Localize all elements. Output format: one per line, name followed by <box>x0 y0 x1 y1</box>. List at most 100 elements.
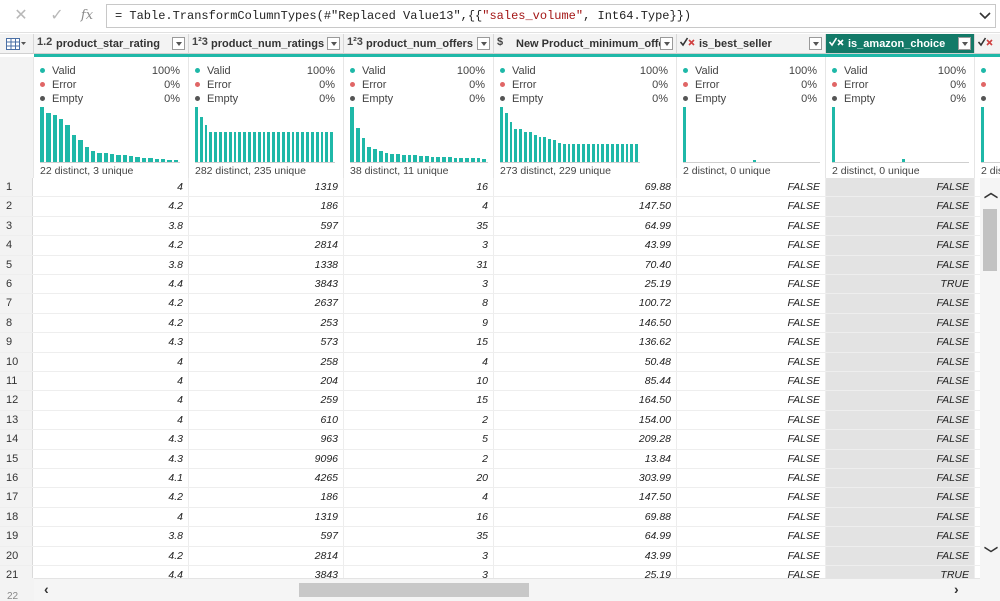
table-cell[interactable]: 186 <box>189 488 344 507</box>
table-cell[interactable]: 4 <box>34 507 189 527</box>
filter-dropdown-button[interactable] <box>958 37 971 50</box>
column-header[interactable]: $ New Product_minimum_offer <box>494 34 677 54</box>
table-row[interactable]: 13 4 610 2 154.00 FALSE FALSE <box>0 410 980 431</box>
table-cell[interactable]: 20 <box>344 469 494 488</box>
table-cell[interactable]: 13.84 <box>494 449 677 468</box>
table-cell[interactable]: 258 <box>189 352 344 371</box>
table-cell[interactable]: 50.48 <box>494 352 677 371</box>
table-row[interactable]: 7 4.2 2637 8 100.72 FALSE FALSE <box>0 294 980 314</box>
check-icon[interactable]: ✓ <box>50 7 64 24</box>
table-cell[interactable]: 85.44 <box>494 372 677 391</box>
table-cell[interactable]: 963 <box>189 430 344 449</box>
table-cell[interactable]: FALSE <box>826 352 975 371</box>
table-cell[interactable]: 69.88 <box>494 178 677 197</box>
table-cell[interactable]: 35 <box>344 527 494 546</box>
table-cell[interactable]: 43.99 <box>494 546 677 565</box>
table-cell[interactable]: 4 <box>344 197 494 216</box>
table-cell[interactable]: FALSE <box>826 546 975 565</box>
scroll-down-icon[interactable]: ﹀ <box>984 546 998 562</box>
column-header[interactable]: 1.2 product_star_rating <box>34 34 189 54</box>
table-cell[interactable]: 4.4 <box>34 275 189 294</box>
table-cell[interactable]: 186 <box>189 197 344 216</box>
type-icon[interactable] <box>679 36 696 51</box>
table-cell[interactable]: 3.8 <box>34 255 189 274</box>
table-cell[interactable]: FALSE <box>826 197 975 216</box>
table-cell[interactable]: FALSE <box>826 410 975 430</box>
table-cell[interactable]: 4.3 <box>34 449 189 468</box>
table-cell[interactable]: 4 <box>34 352 189 371</box>
column-header[interactable]: 1²3 product_num_offers <box>344 34 494 54</box>
table-cell[interactable]: FALSE <box>826 507 975 527</box>
table-cell[interactable]: 2814 <box>189 546 344 565</box>
table-cell[interactable]: FALSE <box>677 391 826 410</box>
table-cell[interactable]: 4 <box>34 178 189 197</box>
table-row[interactable]: 6 4.4 3843 3 25.19 FALSE TRUE <box>0 275 980 295</box>
table-row[interactable]: 16 4.1 4265 20 303.99 FALSE FALSE <box>0 469 980 489</box>
table-cell[interactable]: FALSE <box>677 430 826 449</box>
table-cell[interactable]: 147.50 <box>494 197 677 216</box>
type-icon[interactable]: 1²3 <box>347 36 363 48</box>
table-cell[interactable]: 35 <box>344 216 494 236</box>
table-cell[interactable]: 1338 <box>189 255 344 274</box>
table-cell[interactable]: FALSE <box>677 313 826 333</box>
table-cell[interactable]: 2814 <box>189 236 344 255</box>
table-row[interactable]: 17 4.2 186 4 147.50 FALSE FALSE <box>0 488 980 508</box>
table-row[interactable]: 1 4 1319 16 69.88 FALSE FALSE <box>0 178 980 198</box>
table-cell[interactable]: 1319 <box>189 507 344 527</box>
table-cell[interactable]: FALSE <box>677 236 826 255</box>
table-row[interactable]: 14 4.3 963 5 209.28 FALSE FALSE <box>0 430 980 450</box>
table-cell[interactable]: 3843 <box>189 566 344 578</box>
table-cell[interactable]: FALSE <box>677 255 826 274</box>
table-cell[interactable]: 164.50 <box>494 391 677 410</box>
table-cell[interactable]: 4.2 <box>34 236 189 255</box>
table-cell[interactable]: FALSE <box>677 527 826 546</box>
table-cell[interactable]: FALSE <box>677 410 826 430</box>
table-cell[interactable]: 4 <box>34 391 189 410</box>
distribution-histogram[interactable] <box>40 107 180 162</box>
filter-dropdown-button[interactable] <box>660 37 673 50</box>
table-cell[interactable]: 3 <box>344 546 494 565</box>
table-cell[interactable]: 4.3 <box>34 333 189 352</box>
filter-dropdown-button[interactable] <box>172 37 185 50</box>
table-row[interactable]: 2 4.2 186 4 147.50 FALSE FALSE <box>0 197 980 217</box>
table-cell[interactable]: FALSE <box>677 546 826 565</box>
formula-input[interactable]: = Table.TransformColumnTypes(#"Replaced … <box>106 4 996 28</box>
vertical-scroll-thumb[interactable] <box>983 209 997 271</box>
table-cell[interactable]: 8 <box>344 294 494 313</box>
table-cell[interactable]: 4 <box>34 372 189 391</box>
table-cell[interactable]: 3 <box>344 566 494 578</box>
distribution-histogram[interactable] <box>981 107 1000 162</box>
table-cell[interactable]: FALSE <box>677 507 826 527</box>
table-row[interactable]: 20 4.2 2814 3 43.99 FALSE FALSE <box>0 546 980 566</box>
scroll-right-icon[interactable]: › <box>954 581 959 597</box>
table-cell[interactable]: FALSE <box>826 236 975 255</box>
table-cell[interactable]: 146.50 <box>494 313 677 333</box>
table-cell[interactable]: 43.99 <box>494 236 677 255</box>
table-row[interactable]: 10 4 258 4 50.48 FALSE FALSE <box>0 352 980 372</box>
table-cell[interactable]: 597 <box>189 216 344 236</box>
table-cell[interactable]: FALSE <box>826 449 975 468</box>
distribution-histogram[interactable] <box>832 107 969 162</box>
table-cell[interactable]: FALSE <box>677 216 826 236</box>
table-cell[interactable]: 16 <box>344 178 494 197</box>
table-cell[interactable]: 303.99 <box>494 469 677 488</box>
table-cell[interactable]: 4.3 <box>34 430 189 449</box>
table-cell[interactable]: FALSE <box>677 488 826 507</box>
table-cell[interactable]: FALSE <box>677 449 826 468</box>
table-cell[interactable]: 154.00 <box>494 410 677 430</box>
table-cell[interactable]: 69.88 <box>494 507 677 527</box>
type-icon[interactable] <box>977 36 994 51</box>
column-header[interactable]: is_amazon_choice <box>826 34 975 54</box>
table-cell[interactable]: FALSE <box>826 178 975 197</box>
table-cell[interactable]: 64.99 <box>494 527 677 546</box>
chevron-down-icon[interactable] <box>979 11 991 21</box>
table-cell[interactable]: 4 <box>344 352 494 371</box>
table-cell[interactable]: 4265 <box>189 469 344 488</box>
table-cell[interactable]: FALSE <box>677 178 826 197</box>
table-cell[interactable]: 3843 <box>189 275 344 294</box>
horizontal-scroll-thumb[interactable] <box>299 583 529 597</box>
table-cell[interactable]: FALSE <box>677 469 826 488</box>
table-cell[interactable]: 573 <box>189 333 344 352</box>
table-cell[interactable]: 9096 <box>189 449 344 468</box>
table-cell[interactable]: FALSE <box>677 197 826 216</box>
